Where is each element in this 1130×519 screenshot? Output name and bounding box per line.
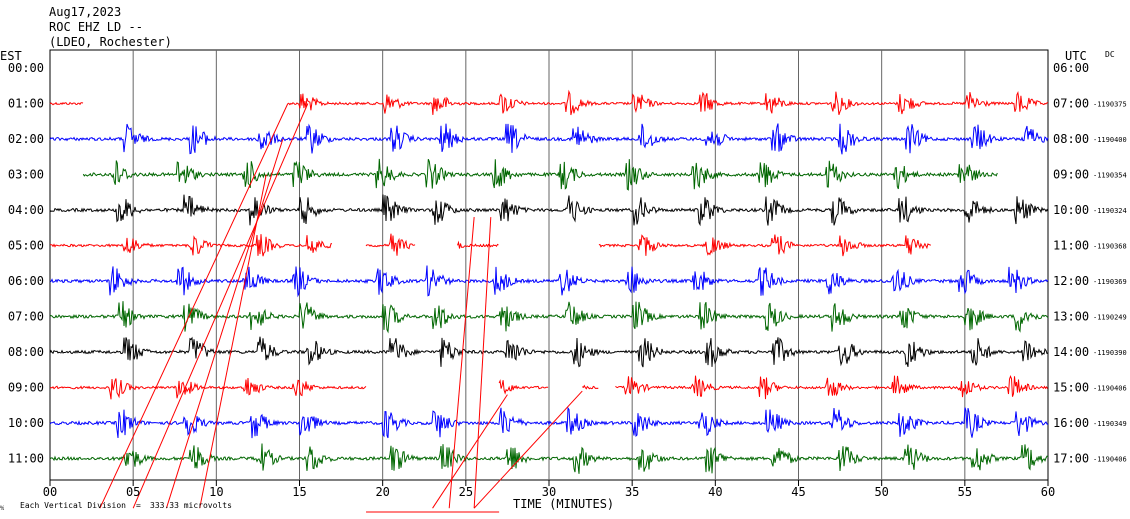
est-hour-label: 10:00: [8, 416, 44, 430]
dc-offset-label: -1190375: [1093, 101, 1127, 109]
row-labels: 00:00 06:00 01:00 07:00 -1190375 02:00 08:00 -1…: [8, 61, 1127, 466]
scale-note-separator: =: [136, 501, 141, 510]
x-tick-label: 15: [292, 485, 306, 499]
dc-offset-label: -1190390: [1093, 349, 1127, 357]
scale-note: 333.33 microvolts: [150, 501, 232, 510]
x-tick-label: 50: [874, 485, 888, 499]
utc-hour-label: 15:00: [1053, 381, 1089, 395]
network-label: (LDEO, Rochester): [49, 35, 172, 49]
utc-hour-label: 07:00: [1053, 97, 1089, 111]
seismic-traces: [49, 89, 1049, 474]
x-tick-label: 55: [958, 485, 972, 499]
calibration-line: [165, 138, 284, 509]
scale-mark: ⅍: [0, 504, 5, 512]
x-tick-label: 45: [791, 485, 805, 499]
utc-hour-label: 06:00: [1053, 61, 1089, 75]
est-hour-label: 11:00: [8, 452, 44, 466]
calibration-line: [448, 217, 475, 509]
est-hour-label: 04:00: [8, 203, 44, 217]
header-block: Aug17,2023 ROC EHZ LD -- (LDEO, Rocheste…: [49, 5, 172, 49]
est-hour-label: 02:00: [8, 132, 44, 146]
est-hour-label: 06:00: [8, 274, 44, 288]
dc-offset-label: -1190406: [1093, 385, 1127, 393]
calibration-line: [99, 103, 289, 509]
est-hour-label: 03:00: [8, 168, 44, 182]
utc-hour-label: 14:00: [1053, 345, 1089, 359]
trace-segment: [49, 377, 367, 400]
x-tick-label: 30: [542, 485, 556, 499]
trace-segment: [457, 240, 499, 249]
est-hour-label: 08:00: [8, 345, 44, 359]
dc-offset-label: -1190249: [1093, 314, 1127, 322]
x-tick-label: 05: [126, 485, 140, 499]
dc-offset-label: -1190368: [1093, 243, 1127, 251]
x-tick-label: 40: [708, 485, 722, 499]
trace-segment: [49, 406, 1049, 439]
dc-offset-label: -1190369: [1093, 278, 1127, 286]
trace-segment: [49, 101, 84, 106]
trace-segment: [615, 375, 1048, 400]
trace-segment: [49, 123, 1049, 155]
station-label: ROC EHZ LD --: [49, 20, 143, 34]
x-tick-label: 00: [43, 485, 57, 499]
utc-hour-label: 16:00: [1053, 416, 1089, 430]
calibration-line: [432, 394, 508, 509]
utc-hour-label: 11:00: [1053, 239, 1089, 253]
utc-hour-label: 13:00: [1053, 310, 1089, 324]
utc-hour-label: 09:00: [1053, 168, 1089, 182]
date-label: Aug17,2023: [49, 5, 121, 19]
est-hour-label: 09:00: [8, 381, 44, 395]
utc-hour-label: 10:00: [1053, 203, 1089, 217]
scale-note-prefix: Each Vertical Division: [20, 501, 126, 510]
trace-segment: [365, 233, 416, 256]
trace-segment: [49, 301, 1049, 334]
est-hour-label: 07:00: [8, 310, 44, 324]
x-tick-label: 10: [209, 485, 223, 499]
trace-segment: [581, 384, 599, 390]
grid-lines: [132, 50, 966, 480]
trace-segment: [49, 194, 1049, 227]
dc-offset-label: -1190324: [1093, 207, 1127, 215]
utc-hour-label: 17:00: [1053, 452, 1089, 466]
x-axis-ticks: 00 05 10 15 20 25 30 35 40 45 50 55 60: [43, 480, 1055, 499]
dc-offset-label: -1190349: [1093, 420, 1127, 428]
est-hour-label: 05:00: [8, 239, 44, 253]
calibration-line: [473, 390, 583, 509]
x-tick-label: 60: [1041, 485, 1055, 499]
trace-segment: [598, 234, 932, 257]
dc-label: DC: [1105, 50, 1115, 59]
trace-segment: [82, 158, 998, 191]
dc-offset-label: -1190400: [1093, 136, 1127, 144]
trace-segment: [49, 443, 1049, 474]
est-axis-label: EST: [0, 49, 22, 63]
trace-segment: [287, 89, 1049, 116]
utc-axis-label: UTC: [1065, 49, 1087, 63]
calibration-line: [473, 217, 492, 509]
trace-segment: [498, 379, 549, 395]
dc-offset-label: -1190406: [1093, 456, 1127, 464]
x-tick-label: 35: [625, 485, 639, 499]
trace-segment: [49, 265, 1049, 298]
trace-segment: [49, 234, 333, 257]
x-tick-label: 25: [459, 485, 473, 499]
calibration-lines: [99, 103, 583, 513]
x-tick-label: 20: [375, 485, 389, 499]
est-hour-label: 00:00: [8, 61, 44, 75]
est-hour-label: 01:00: [8, 97, 44, 111]
x-axis-title: TIME (MINUTES): [513, 497, 614, 511]
dc-offset-label: -1190354: [1093, 172, 1127, 180]
calibration-line: [132, 103, 309, 509]
utc-hour-label: 08:00: [1053, 132, 1089, 146]
utc-hour-label: 12:00: [1053, 274, 1089, 288]
calibration-line: [199, 174, 267, 509]
